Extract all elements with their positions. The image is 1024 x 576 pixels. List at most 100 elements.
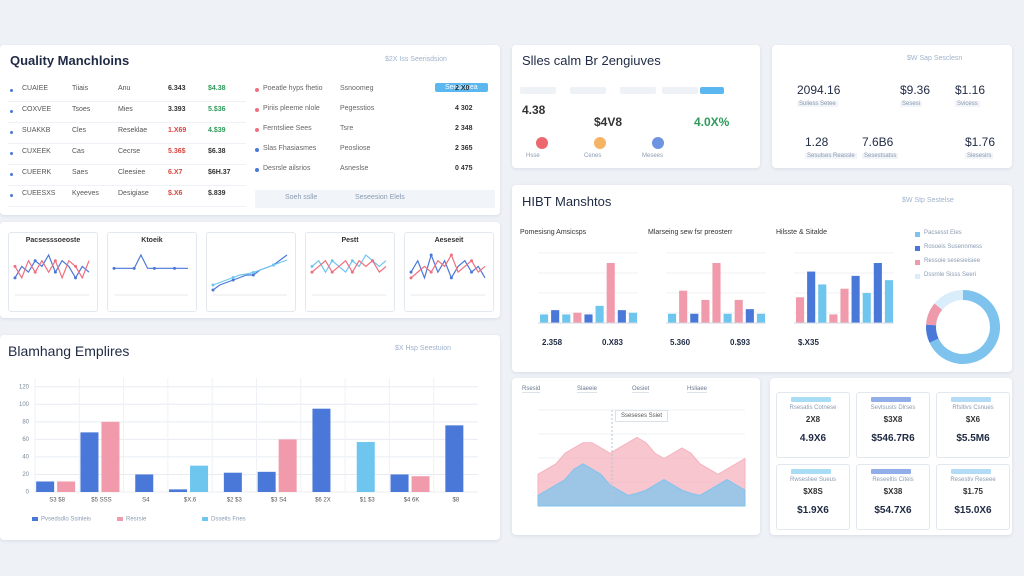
panel-title: Quality Manchloins xyxy=(10,53,130,68)
bullet xyxy=(10,110,13,113)
summary-value: 7.6B6 xyxy=(862,135,894,149)
point xyxy=(33,270,37,274)
legend-swatch xyxy=(202,517,208,521)
icon xyxy=(652,137,664,149)
table-cell: 2 X0 xyxy=(455,85,470,92)
card-title: Ktoeik xyxy=(141,237,163,244)
spark-card: Pestt xyxy=(305,232,395,312)
table-cell: 5.$36 xyxy=(208,106,226,113)
card-value: $54.7X6 xyxy=(874,505,912,516)
kpi-value: 4.38 xyxy=(522,103,546,117)
x-tick-label: $6 2X xyxy=(315,498,331,504)
legend-label: Pvsedsdlo Ssinleis xyxy=(41,517,91,523)
table-cell: 2 365 xyxy=(455,145,473,152)
kpi-card: Rsesatis Cotnese 2X8 4.9X6 xyxy=(776,392,850,458)
legend-label: Dsseits Fnes xyxy=(211,517,246,523)
point xyxy=(350,259,354,263)
table-cell: Cles xyxy=(72,127,87,134)
table-cell: 2 348 xyxy=(455,125,473,132)
panel-title: HIBT Manshtos xyxy=(522,194,612,209)
tab: Rsesid xyxy=(522,386,541,393)
y-tick-label: 80 xyxy=(22,419,29,425)
bullet xyxy=(10,173,13,176)
table-cell: 4 302 xyxy=(455,105,473,112)
table-cell: COXVEE xyxy=(22,106,52,113)
legend-swatch xyxy=(915,260,920,265)
bar xyxy=(873,263,882,323)
table-cell: 3.393 xyxy=(168,106,186,113)
point xyxy=(272,263,276,267)
trend-panel: Rsesid Slaeeie Oesiet Hsliaee Sseseses Ssiet xyxy=(512,378,760,535)
spark-line xyxy=(410,253,486,280)
card-mid: $X8S xyxy=(803,487,823,496)
table-cell: Poeatle hyps fhetio xyxy=(263,85,323,92)
spark-card: Pacsesssoeoste xyxy=(8,232,98,312)
table-cell: Asneslse xyxy=(340,165,369,172)
summary-label: Svicess xyxy=(955,101,980,107)
chart-footer: 5.360 xyxy=(670,338,691,347)
point xyxy=(231,278,235,282)
quality-panel: Quality Manchloins $2X Iss Seerisdsion See… xyxy=(0,45,500,215)
x-tick-label: $3 S4 xyxy=(271,498,287,504)
chart xyxy=(409,253,486,296)
card-mid: $X6 xyxy=(965,415,981,424)
table-cell: 5.36$ xyxy=(168,148,186,155)
tab: Oesiet xyxy=(632,386,650,393)
bar xyxy=(540,314,549,323)
legend-swatch xyxy=(915,232,920,237)
table-cell: Ssnoomeg xyxy=(340,85,374,92)
row-divider xyxy=(8,143,246,144)
tab: Slaeeie xyxy=(577,386,598,393)
x-tick-label: S3 $8 xyxy=(49,498,65,504)
bar xyxy=(851,275,860,323)
card-mid: $3X8 xyxy=(883,415,903,424)
kpi-value: $4V8 xyxy=(594,115,623,129)
card-value: $546.7R6 xyxy=(871,433,915,444)
kpi-label: Mesees xyxy=(642,153,664,159)
x-tick-label: S4 xyxy=(142,498,150,504)
footer-pill: Soeh sslle xyxy=(285,194,318,201)
bar xyxy=(135,474,154,492)
bar xyxy=(701,299,710,323)
summary-label: Suliess Setee xyxy=(797,101,838,107)
chart-title: Mlarseing sew fsr preosterr xyxy=(648,229,733,236)
sales-panel: Slles calm Br 2engiuves 4.38 Hsse $4V8 Cenes… xyxy=(512,45,760,168)
icon xyxy=(536,137,548,149)
card-value: $1.9X6 xyxy=(797,505,829,516)
table-cell: 6.343 xyxy=(168,85,186,92)
legend-label: Pacsesst Eles xyxy=(924,230,962,236)
bullet xyxy=(255,108,259,112)
table-cell: Cas xyxy=(72,148,85,155)
footer-band xyxy=(255,190,495,208)
table-cell: Desrsle ailsrios xyxy=(263,165,311,172)
table-cell: Peosliose xyxy=(340,145,371,152)
tag xyxy=(662,87,698,94)
bar xyxy=(551,310,560,323)
table-cell: Anu xyxy=(118,85,131,92)
tag xyxy=(871,469,911,474)
point xyxy=(53,259,57,263)
point xyxy=(211,288,215,292)
spark-panel: Pacsesssoeoste Ktoeik Pestt Aeseseit xyxy=(0,222,500,318)
bar xyxy=(101,421,120,492)
donut-slice xyxy=(926,324,939,343)
bar xyxy=(668,313,677,323)
legend-swatch xyxy=(915,246,920,251)
bar xyxy=(190,465,209,492)
spark-line xyxy=(311,259,387,274)
table-cell: Tiiais xyxy=(72,85,89,92)
table-cell: $6H.37 xyxy=(208,169,231,176)
chart xyxy=(794,252,894,324)
bar xyxy=(257,471,276,492)
point xyxy=(53,270,57,274)
point xyxy=(211,283,215,287)
chart-footer: 0.X83 xyxy=(602,338,623,347)
point xyxy=(409,276,413,280)
panel-title: Blamhang Emplires xyxy=(8,343,130,359)
tooltip: Sseseses Ssiet xyxy=(615,410,669,422)
chart xyxy=(13,253,90,296)
point xyxy=(449,253,453,257)
spark-line xyxy=(114,253,188,269)
bar xyxy=(628,312,637,323)
bar xyxy=(745,309,754,323)
